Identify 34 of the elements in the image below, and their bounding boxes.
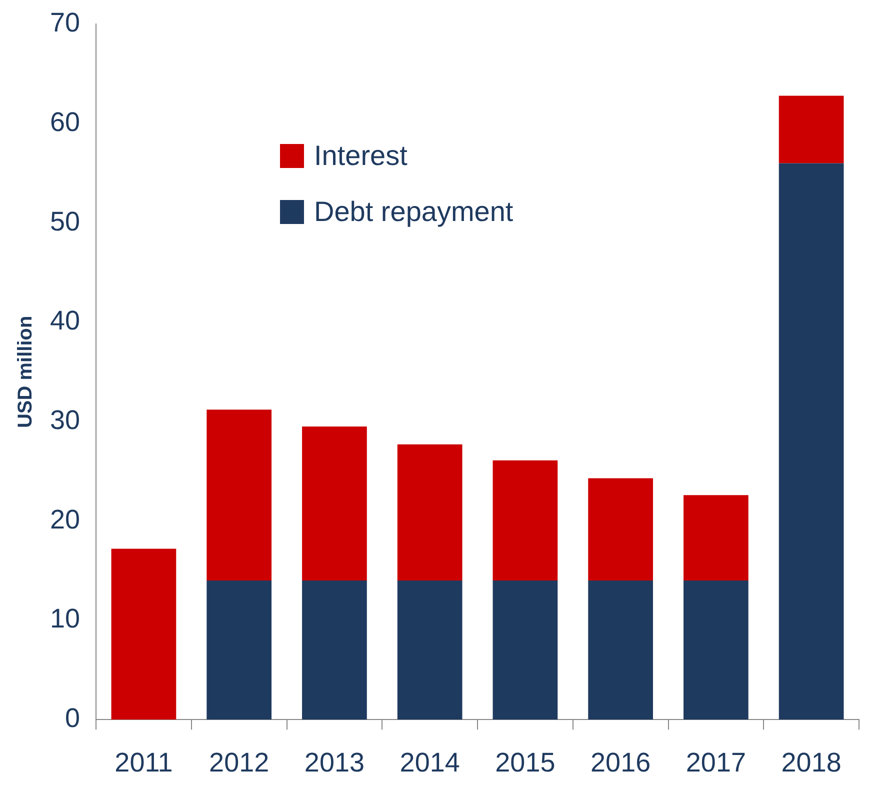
bar [588,580,653,720]
bar [492,580,558,720]
x-tick-label: 2016 [590,747,651,778]
bar [302,426,367,581]
bar [206,410,272,581]
y-tick-label: 40 [50,306,80,336]
x-tick-label: 2015 [495,747,556,778]
y-tick-label: 70 [50,8,80,38]
y-tick-label: 10 [50,604,80,634]
y-tick-label: 20 [50,504,80,534]
bar [684,580,748,720]
x-tick-label: 2014 [400,747,460,778]
y-tick-label: 60 [50,106,80,137]
bar [302,580,367,720]
y-tick-label: 0 [65,703,80,734]
bar [778,163,844,720]
x-tick-label: 2017 [686,747,746,778]
bar [684,495,748,581]
x-tick-label: 2013 [304,747,364,778]
x-tick-label: 2018 [781,747,842,778]
bar [492,460,558,581]
y-tick-label: 50 [50,206,80,236]
bar [206,580,272,720]
bar [588,478,653,581]
legend-label: Debt repayment [314,196,514,228]
bar [397,580,462,720]
legend-label: Interest [314,140,408,172]
bar [778,96,844,164]
y-axis-title: USD million [14,316,37,428]
y-tick-label: 30 [50,405,80,436]
x-tick-label: 2012 [209,747,270,778]
bar [397,444,462,581]
bar [111,548,176,720]
x-tick-label: 2011 [114,747,173,778]
